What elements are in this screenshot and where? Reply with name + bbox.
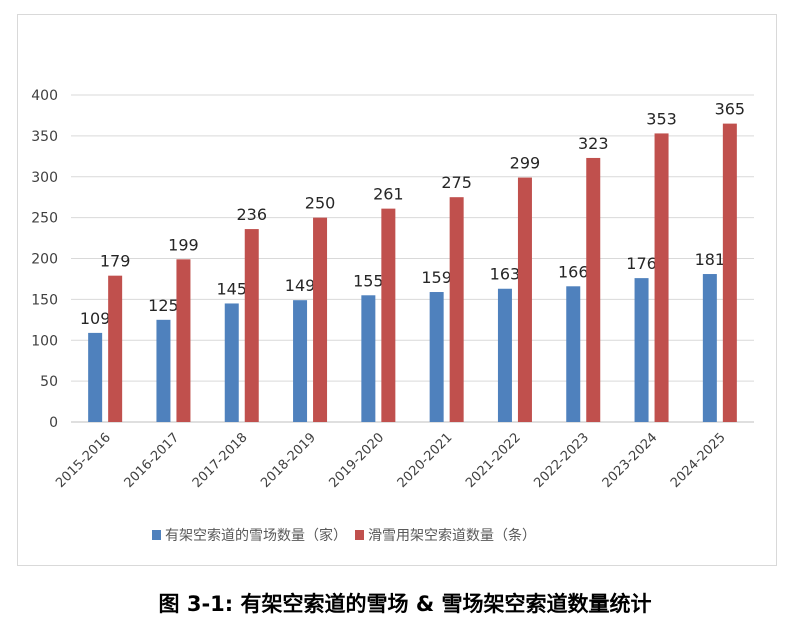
data-label: 109 [80, 309, 111, 328]
x-tick-label: 2023-2024 [600, 430, 661, 491]
y-tick-label: 0 [49, 415, 58, 431]
data-label: 365 [715, 100, 746, 119]
y-tick-label: 50 [40, 374, 58, 390]
bar-lifts [313, 217, 328, 422]
bar-resorts [293, 300, 308, 422]
data-label: 323 [578, 134, 609, 153]
data-label: 163 [490, 265, 521, 284]
data-label: 236 [236, 205, 267, 224]
data-label: 179 [100, 252, 131, 271]
bar-resorts [497, 288, 512, 422]
x-tick-label: 2021-2022 [463, 430, 524, 491]
bar-lifts [244, 229, 259, 422]
x-tick-label: 2022-2023 [531, 430, 592, 491]
data-label: 261 [373, 185, 404, 204]
chart-frame [17, 14, 777, 566]
y-tick-label: 250 [31, 211, 58, 227]
bar-lifts [381, 208, 396, 422]
bar-lifts [108, 275, 123, 422]
y-tick-label: 400 [31, 88, 58, 104]
legend-label: 滑雪用架空索道数量（条） [368, 527, 536, 544]
bar-resorts [634, 278, 649, 422]
chart-caption: 图 3-1: 有架空索道的雪场 & 雪场架空索道数量统计 [158, 592, 652, 616]
data-label: 299 [510, 154, 541, 173]
data-label: 199 [168, 235, 199, 254]
bar-lifts [654, 133, 669, 423]
bar-resorts [361, 295, 376, 422]
data-label: 159 [421, 268, 452, 287]
bar-lifts [176, 259, 191, 422]
x-tick-label: 2018-2019 [258, 430, 319, 491]
bar-resorts [566, 286, 581, 422]
data-label: 149 [285, 276, 316, 295]
legend-label: 有架空索道的雪场数量（家） [165, 527, 347, 544]
y-tick-label: 100 [31, 333, 58, 349]
data-label: 181 [695, 250, 726, 269]
bar-chart: 0 50 100 150 200 250 300 350 400 109 179 2015-2016 1… [31, 88, 754, 544]
bar-lifts [449, 197, 464, 422]
bar-resorts [156, 319, 171, 422]
data-label: 145 [216, 279, 247, 298]
bar-lifts [586, 157, 601, 422]
data-label: 166 [558, 262, 589, 281]
x-tick-label: 2015-2016 [53, 430, 114, 491]
bar-lifts [517, 177, 532, 422]
data-label: 250 [305, 194, 336, 213]
y-tick-label: 150 [31, 292, 58, 308]
legend-swatch [152, 530, 161, 540]
bar-lifts [722, 123, 737, 423]
data-label: 125 [148, 296, 179, 315]
data-label: 353 [646, 109, 677, 128]
data-label: 155 [353, 271, 384, 290]
bar-resorts [429, 292, 444, 422]
x-tick-label: 2016-2017 [122, 430, 183, 491]
data-label: 275 [441, 173, 472, 192]
x-tick-label: 2020-2021 [395, 430, 456, 491]
bar-resorts [88, 332, 103, 422]
x-tick-label: 2019-2020 [326, 430, 387, 491]
y-tick-label: 200 [31, 252, 58, 268]
data-label: 176 [626, 254, 657, 273]
bar-resorts [224, 303, 239, 422]
legend-swatch [355, 530, 364, 540]
y-tick-label: 300 [31, 170, 58, 186]
y-tick-label: 350 [31, 129, 58, 145]
x-tick-label: 2017-2018 [190, 430, 251, 491]
bar-resorts [702, 274, 717, 422]
x-tick-label: 2024-2025 [668, 430, 729, 491]
